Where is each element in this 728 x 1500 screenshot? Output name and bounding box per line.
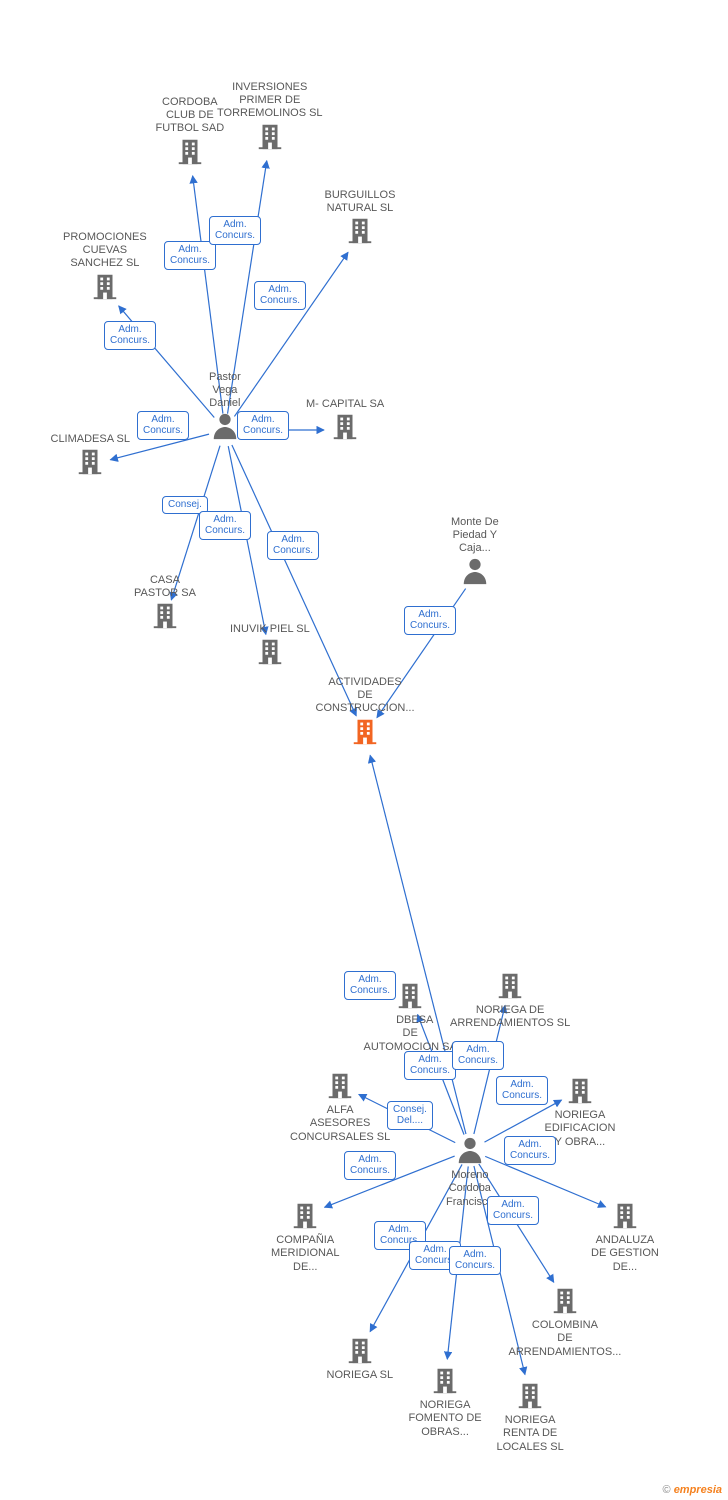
node-label: COLOMBINA DE ARRENDAMIENTOS... [509, 1319, 622, 1359]
node-label: NORIEGA DE ARRENDAMIENTOS SL [450, 1004, 570, 1030]
building-icon [395, 1001, 425, 1013]
node-label: Monte De Piedad Y Caja... [451, 516, 499, 556]
node-label: Pastor Vega Daniel [209, 371, 241, 411]
edge-label: Adm. Concurs. [104, 321, 156, 350]
company-node[interactable]: INVERSIONES PRIMER DE TORREMOLINOS SL [217, 81, 323, 155]
building-icon [290, 1221, 320, 1233]
edge-label: Adm. Concurs. [452, 1041, 504, 1070]
node-label: ALFA ASESORES CONCURSALES SL [290, 1104, 390, 1144]
building-icon [330, 432, 360, 444]
person-node[interactable]: Monte De Piedad Y Caja... [451, 516, 499, 590]
edge-label: Adm. Concurs. [199, 511, 251, 540]
credit: © empresia [663, 1484, 722, 1496]
company-node[interactable]: NORIEGA SL [327, 1335, 394, 1382]
edge-label: Adm. Concurs. [254, 281, 306, 310]
edge-label: Adm. Concurs. [449, 1246, 501, 1275]
company-node[interactable]: ACTIVIDADES DE CONSTRUCCION... [316, 676, 415, 750]
building-icon [345, 236, 375, 248]
company-node[interactable]: NORIEGA FOMENTO DE OBRAS... [409, 1365, 482, 1439]
node-label: BURGUILLOS NATURAL SL [325, 189, 396, 215]
company-node[interactable]: NORIEGA RENTA DE LOCALES SL [497, 1380, 564, 1454]
node-label: INVERSIONES PRIMER DE TORREMOLINOS SL [217, 81, 323, 121]
edge-label: Adm. Concurs. [487, 1196, 539, 1225]
company-node[interactable]: PROMOCIONES CUEVAS SANCHEZ SL [63, 231, 147, 305]
edge-label: Adm. Concurs. [137, 411, 189, 440]
node-label: ACTIVIDADES DE CONSTRUCCION... [316, 676, 415, 716]
building-icon [255, 142, 285, 154]
edge [228, 446, 266, 634]
company-node[interactable]: COLOMBINA DE ARRENDAMIENTOS... [509, 1285, 622, 1359]
edge-label: Adm. Concurs. [404, 606, 456, 635]
building-icon [495, 991, 525, 1003]
node-label: INUVIK PIEL SL [230, 623, 310, 636]
building-icon [150, 621, 180, 633]
edge-label: Adm. Concurs. [504, 1136, 556, 1165]
company-node[interactable]: CORDOBA CLUB DE FUTBOL SAD [156, 96, 225, 170]
edge-label: Adm. Concurs. [164, 241, 216, 270]
building-icon [350, 737, 380, 749]
node-label: ANDALUZA DE GESTION DE... [591, 1234, 659, 1274]
node-label: COMPAÑIA MERIDIONAL DE... [271, 1234, 339, 1274]
node-label: DBESA DE AUTOMOCION SA [364, 1014, 457, 1054]
node-label: CORDOBA CLUB DE FUTBOL SAD [156, 96, 225, 136]
node-label: NORIEGA RENTA DE LOCALES SL [497, 1414, 564, 1454]
building-icon [550, 1306, 580, 1318]
building-icon [430, 1386, 460, 1398]
company-node[interactable]: INUVIK PIEL SL [230, 623, 310, 670]
company-node[interactable]: CLIMADESA SL [51, 433, 130, 480]
building-icon [610, 1221, 640, 1233]
company-node[interactable]: COMPAÑIA MERIDIONAL DE... [271, 1200, 339, 1274]
company-node[interactable]: M- CAPITAL SA [306, 398, 384, 445]
edge-label: Adm. Concurs. [344, 971, 396, 1000]
building-icon [565, 1096, 595, 1108]
person-icon [460, 577, 490, 589]
edge-label: Consej. Del.... [387, 1101, 433, 1130]
node-label: CLIMADESA SL [51, 433, 130, 446]
company-node[interactable]: CASA PASTOR SA [134, 574, 196, 635]
building-icon [75, 467, 105, 479]
company-node[interactable]: BURGUILLOS NATURAL SL [325, 189, 396, 250]
node-label: PROMOCIONES CUEVAS SANCHEZ SL [63, 231, 147, 271]
company-node[interactable]: NORIEGA DE ARRENDAMIENTOS SL [450, 970, 570, 1031]
building-icon [325, 1091, 355, 1103]
edge [234, 252, 348, 416]
credit-prefix: © [663, 1484, 674, 1496]
network-diagram: © empresia Pastor Vega Daniel Monte De P… [0, 0, 728, 1500]
node-label: M- CAPITAL SA [306, 398, 384, 411]
edge-label: Adm. Concurs. [237, 411, 289, 440]
person-icon [455, 1156, 485, 1168]
person-icon [210, 432, 240, 444]
edge-label: Adm. Concurs. [209, 216, 261, 245]
edge-label: Adm. Concurs. [404, 1051, 456, 1080]
company-node[interactable]: ALFA ASESORES CONCURSALES SL [290, 1070, 390, 1144]
edge-label: Adm. Concurs. [344, 1151, 396, 1180]
node-label: NORIEGA FOMENTO DE OBRAS... [409, 1399, 482, 1439]
building-icon [255, 657, 285, 669]
edge-label: Adm. Concurs. [496, 1076, 548, 1105]
building-icon [515, 1401, 545, 1413]
edge-label: Adm. Concurs. [267, 531, 319, 560]
node-label: NORIEGA SL [327, 1369, 394, 1382]
building-icon [345, 1356, 375, 1368]
node-label: CASA PASTOR SA [134, 574, 196, 600]
company-node[interactable]: ANDALUZA DE GESTION DE... [591, 1200, 659, 1274]
building-icon [175, 157, 205, 169]
building-icon [90, 292, 120, 304]
credit-brand: empresia [674, 1484, 722, 1496]
